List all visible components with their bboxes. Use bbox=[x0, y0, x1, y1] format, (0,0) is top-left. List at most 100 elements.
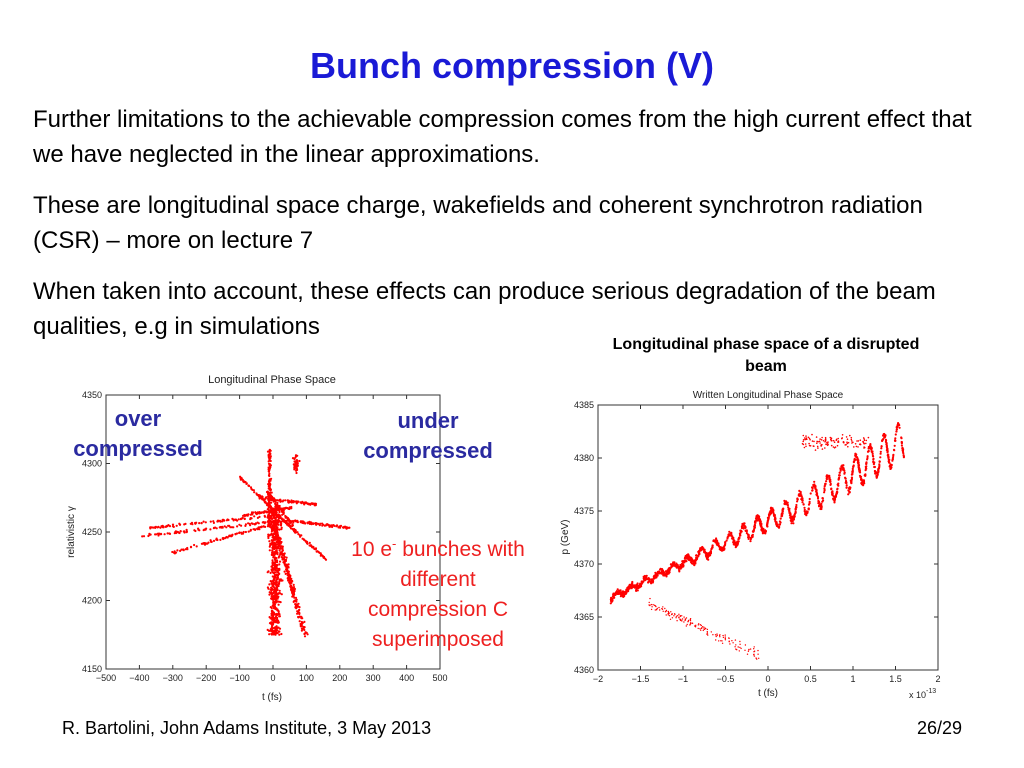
data-point bbox=[819, 438, 821, 440]
data-point bbox=[829, 483, 832, 486]
data-point bbox=[276, 521, 279, 524]
data-point bbox=[694, 625, 697, 628]
data-point bbox=[799, 492, 802, 496]
data-point bbox=[817, 500, 820, 503]
data-point bbox=[890, 466, 893, 469]
data-point bbox=[637, 586, 640, 590]
data-point bbox=[722, 636, 725, 639]
data-point bbox=[872, 458, 875, 461]
data-point bbox=[278, 589, 281, 592]
data-point bbox=[806, 438, 808, 441]
data-point bbox=[273, 514, 276, 517]
data-point bbox=[280, 556, 283, 559]
data-point bbox=[698, 549, 701, 552]
data-point bbox=[303, 628, 306, 632]
data-point bbox=[249, 528, 252, 531]
data-point bbox=[278, 504, 281, 508]
data-point bbox=[171, 525, 175, 528]
data-point bbox=[280, 508, 283, 511]
data-point bbox=[276, 561, 279, 564]
data-point bbox=[801, 499, 804, 502]
data-point bbox=[689, 620, 692, 622]
data-point bbox=[267, 570, 270, 573]
data-point bbox=[693, 560, 696, 563]
data-point bbox=[843, 472, 846, 475]
data-point bbox=[176, 549, 179, 552]
data-point bbox=[256, 516, 259, 519]
data-point bbox=[274, 608, 277, 611]
data-point bbox=[852, 461, 855, 464]
data-point bbox=[296, 454, 299, 457]
x-tick-label: −400 bbox=[129, 673, 149, 683]
data-point bbox=[288, 523, 291, 526]
data-point bbox=[275, 566, 278, 569]
data-point bbox=[803, 510, 806, 513]
data-point bbox=[894, 439, 897, 442]
data-point bbox=[825, 480, 828, 483]
data-point bbox=[325, 523, 328, 526]
data-point bbox=[870, 448, 873, 451]
data-point bbox=[838, 476, 841, 479]
data-point bbox=[902, 455, 905, 458]
data-point bbox=[792, 517, 795, 521]
data-point bbox=[820, 507, 823, 511]
data-point bbox=[272, 619, 275, 622]
data-point bbox=[268, 454, 271, 457]
data-point bbox=[805, 510, 808, 513]
data-point bbox=[279, 547, 282, 550]
y-tick-label: 4200 bbox=[82, 596, 102, 606]
paragraph-1: Further limitations to the achievable co… bbox=[33, 106, 972, 168]
data-point bbox=[703, 628, 706, 631]
data-point bbox=[268, 464, 271, 467]
data-point bbox=[267, 470, 270, 473]
data-point bbox=[837, 478, 840, 481]
data-point bbox=[667, 610, 669, 613]
data-point bbox=[635, 589, 638, 592]
data-point bbox=[252, 511, 255, 514]
data-point bbox=[294, 606, 297, 609]
data-point bbox=[819, 442, 821, 444]
data-point bbox=[699, 628, 701, 630]
data-point bbox=[772, 508, 775, 511]
data-point bbox=[183, 523, 186, 526]
data-point bbox=[294, 456, 297, 459]
data-point bbox=[681, 618, 684, 620]
data-point bbox=[839, 467, 842, 470]
data-point bbox=[273, 597, 276, 600]
data-point bbox=[650, 603, 652, 606]
data-point bbox=[884, 440, 887, 443]
data-point bbox=[215, 527, 218, 530]
data-point bbox=[667, 613, 669, 615]
data-point bbox=[274, 545, 278, 548]
data-point bbox=[837, 437, 839, 440]
data-point bbox=[675, 563, 678, 566]
data-point bbox=[676, 620, 678, 622]
data-point bbox=[271, 593, 274, 596]
data-point bbox=[241, 516, 244, 519]
data-point bbox=[278, 560, 282, 563]
data-point bbox=[180, 548, 183, 551]
data-point bbox=[300, 629, 303, 632]
data-point bbox=[655, 608, 658, 611]
data-point bbox=[271, 510, 274, 513]
x-tick-label: 500 bbox=[432, 673, 447, 683]
data-point bbox=[279, 500, 282, 503]
data-point bbox=[274, 571, 277, 574]
data-point bbox=[756, 658, 758, 660]
data-point bbox=[154, 533, 157, 536]
data-point bbox=[857, 446, 859, 448]
x-tick-label: 400 bbox=[399, 673, 414, 683]
data-point bbox=[202, 520, 205, 523]
data-point bbox=[312, 546, 315, 549]
data-point bbox=[652, 604, 654, 606]
data-point bbox=[282, 507, 285, 510]
data-point bbox=[613, 596, 616, 599]
data-point bbox=[278, 540, 281, 543]
data-point bbox=[765, 524, 769, 527]
data-point bbox=[716, 633, 718, 635]
data-point bbox=[734, 639, 737, 641]
data-point bbox=[209, 528, 212, 531]
data-point bbox=[270, 582, 273, 585]
data-point bbox=[788, 511, 791, 514]
data-point bbox=[278, 549, 281, 552]
